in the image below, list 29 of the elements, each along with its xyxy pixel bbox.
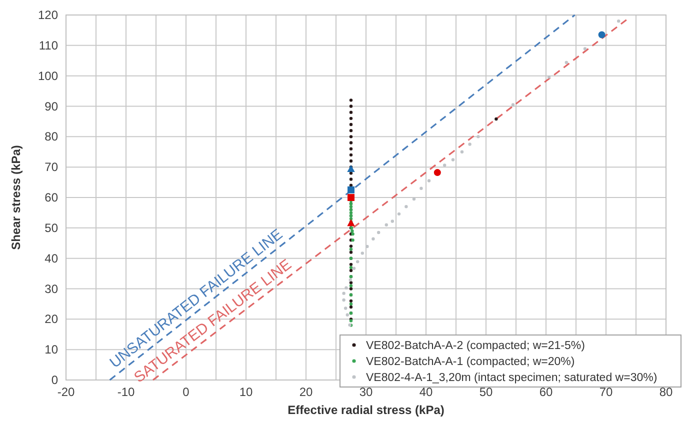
legend-label: VE802-BatchA-A-1 (compacted; w=20%) [366, 356, 575, 368]
legend-label: VE802-BatchA-A-2 (compacted; w=21-5%) [366, 340, 586, 352]
x-axis-title: Effective radial stress (kPa) [288, 403, 444, 417]
y-tick-label: 50 [44, 220, 58, 235]
y-tick-label: 70 [44, 160, 58, 174]
x-tick-label: 70 [599, 385, 613, 399]
x-tick-label: 30 [359, 385, 373, 399]
y-tick-label: 0 [51, 373, 58, 387]
y-tick-label: 110 [38, 38, 58, 52]
y-tick-label: 90 [44, 99, 58, 114]
y-tick-label: 20 [44, 312, 58, 326]
y-tick-label: 30 [44, 282, 58, 296]
y-tick-label: 10 [44, 342, 58, 357]
y-axis-title: Shear stress (kPa) [9, 145, 23, 250]
y-tick-label: 40 [44, 251, 58, 266]
x-tick-label: -20 [57, 385, 75, 399]
y-tick-label: 80 [44, 130, 58, 144]
x-tick-label: 0 [182, 385, 190, 399]
x-tick-label: 80 [659, 385, 673, 399]
x-tick-label: 20 [299, 385, 313, 399]
x-tick-label: 10 [239, 385, 253, 399]
x-tick-label: -10 [117, 385, 135, 399]
x-tick-label: 60 [539, 385, 553, 399]
x-tick-label: 40 [419, 385, 433, 399]
y-tick-label: 120 [38, 8, 58, 22]
legend-label: VE802-4-A-1_3,20m (intact specimen; saturated w=30%) [366, 372, 658, 384]
y-tick-label: 60 [44, 190, 58, 204]
y-tick-label: 100 [38, 68, 58, 83]
x-tick-label: 50 [479, 385, 493, 399]
